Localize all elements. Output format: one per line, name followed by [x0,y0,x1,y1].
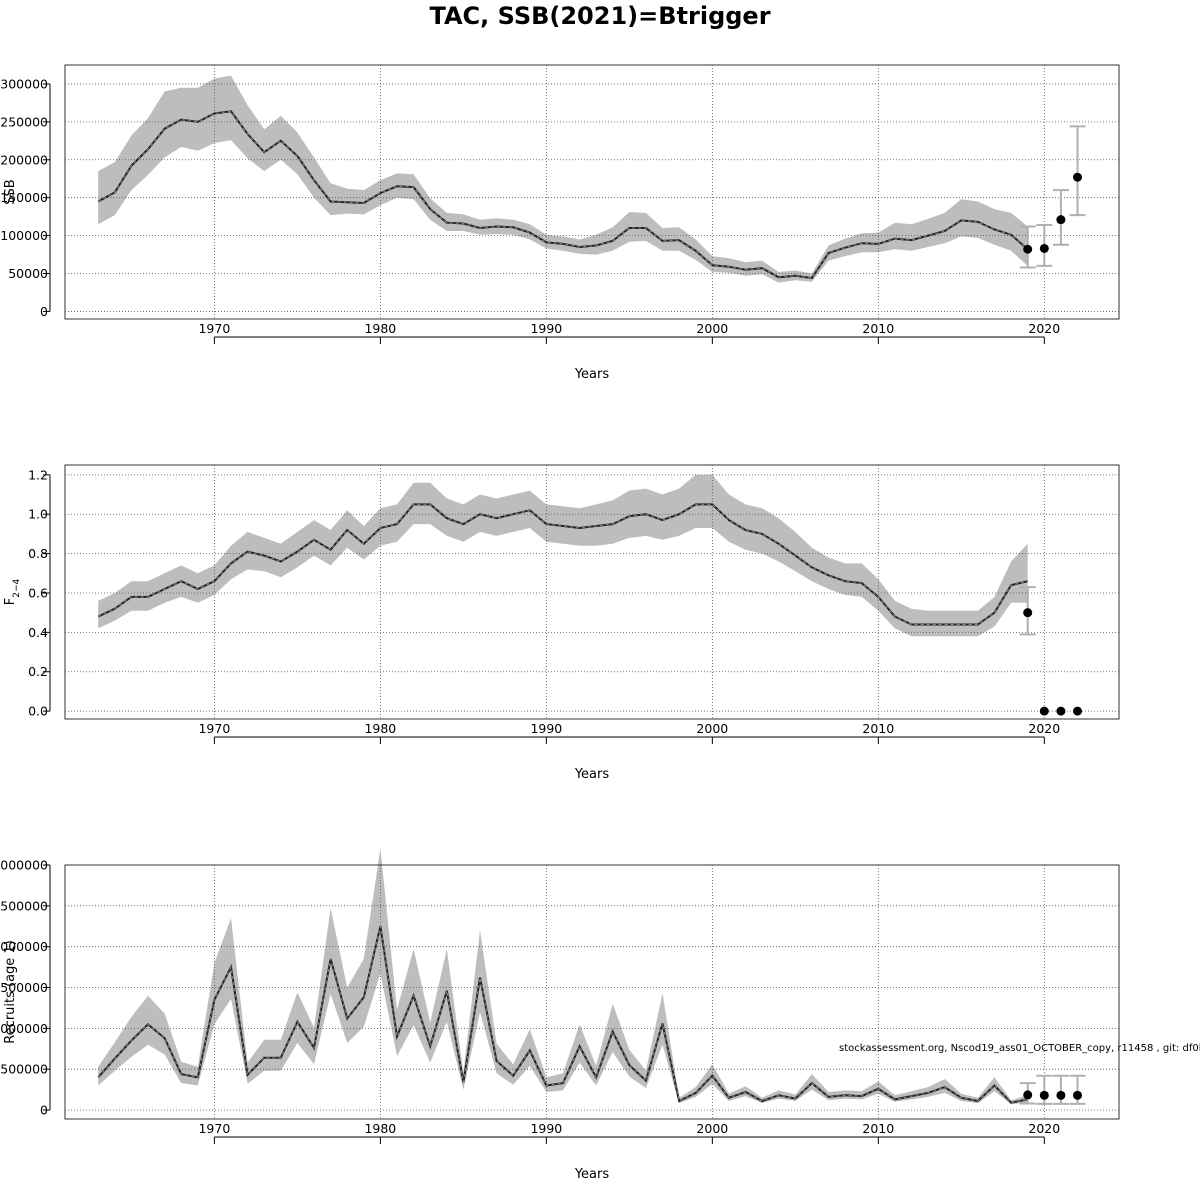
x-axis-label: Years [574,367,610,382]
plot-frame [64,64,1120,320]
x-tick-label: 1980 [364,321,396,336]
x-axis: 1970 1980 1990 2000 2010 2020 [198,721,1060,744]
x-tick-label: 2020 [1028,1121,1060,1136]
forecast-point [1073,1090,1083,1100]
y-tick-label: 0.4 [28,625,48,640]
panel-3: 1970 1980 1990 2000 2010 2020 Years 0 500000 1000… [0,848,1120,1182]
y-tick-label: 200000 [0,152,48,167]
x-tick-label: 1990 [530,721,562,736]
y-tick-label: 0.6 [28,585,48,600]
x-tick-label: 2020 [1028,321,1060,336]
x-tick-label: 2000 [696,321,728,336]
x-tick-label: 1970 [198,721,230,736]
y-tick-label: 500000 [0,1062,48,1077]
x-tick-label: 1990 [530,1121,562,1136]
panels: 1970 1980 1990 2000 2010 2020 Years 0 50000 10000… [0,64,1120,1182]
y-tick-label: 0 [40,304,48,319]
x-tick-label: 1980 [364,721,396,736]
y-tick-label: 100000 [0,228,48,243]
y-axis: 0 50000 100000 150000 200000 250000 300000 [0,76,51,319]
x-axis: 1970 1980 1990 2000 2010 2020 [198,1121,1060,1144]
y-tick-label: 250000 [0,114,48,129]
confidence-band [98,75,1028,283]
y-tick-label: 150000 [0,190,48,205]
figure-title: TAC, SSB(2021)=Btrigger [429,2,770,30]
plot-frame [64,864,1120,1120]
forecast-point [1073,172,1083,182]
estimate-line [97,503,1028,626]
plot-frame [64,464,1120,720]
y-tick-label: 2000000 [0,939,48,954]
confidence-band [98,474,1028,637]
x-axis-label: Years [574,767,610,782]
footnote: stockassessment.org, Nscod19_ass01_OCTOB… [839,1043,1200,1054]
estimate-line-dashed [97,110,1029,279]
y-axis: 0.0 0.2 0.4 0.6 0.8 1.0 1.2 [28,467,51,719]
y-axis-label: Recruits (age 1) [3,940,18,1044]
forecast-point [1023,1090,1033,1100]
y-tick-label: 0.8 [28,546,48,561]
x-tick-label: 2000 [696,721,728,736]
y-tick-label: 1000000 [0,1021,48,1036]
x-tick-label: 2010 [862,321,894,336]
y-tick-label: 1.2 [28,467,48,482]
forecast-point [1056,215,1066,225]
x-tick-label: 1970 [198,321,230,336]
estimate-line-dashed [97,926,1028,1104]
forecast-point [1073,706,1083,716]
y-axis-label-subscript: 2−4 [12,578,22,597]
y-tick-label: 50000 [8,266,48,281]
x-tick-label: 2000 [696,1121,728,1136]
y-axis-label: SSB [3,179,18,204]
y-axis-label: F2−4 [3,578,22,605]
x-tick-label: 2010 [862,721,894,736]
y-tick-label: 1.0 [28,507,48,522]
y-axis: 0 500000 1000000 1500000 2000000 2500000 30000… [0,858,51,1118]
forecast-point [1039,243,1049,253]
y-tick-label: 0.2 [28,664,48,679]
x-axis-label: Years [574,1167,610,1182]
x-tick-label: 1970 [198,1121,230,1136]
y-tick-label: 0.0 [28,704,48,719]
confidence-band [98,848,1028,1105]
x-tick-label: 2010 [862,1121,894,1136]
y-tick-label: 1500000 [0,980,48,995]
forecast-point [1056,1090,1066,1100]
y-tick-label: 0 [40,1103,48,1118]
x-tick-label: 1980 [364,1121,396,1136]
y-tick-label: 300000 [0,76,48,91]
y-tick-label: 2500000 [0,898,48,913]
panel-1: 1970 1980 1990 2000 2010 2020 Years 0 50000 10000… [0,64,1120,382]
forecast-point [1039,706,1049,716]
y-tick-label: 3000000 [0,858,48,873]
forecast-point [1023,608,1033,618]
forecast-point [1056,706,1066,716]
x-axis: 1970 1980 1990 2000 2010 2020 [198,321,1060,344]
panel-2: 1970 1980 1990 2000 2010 2020Years0.00.20.40.… [3,464,1120,782]
x-tick-label: 1990 [530,321,562,336]
forecast-point [1023,244,1033,254]
x-tick-label: 2020 [1028,721,1060,736]
forecast-point [1039,1090,1049,1100]
